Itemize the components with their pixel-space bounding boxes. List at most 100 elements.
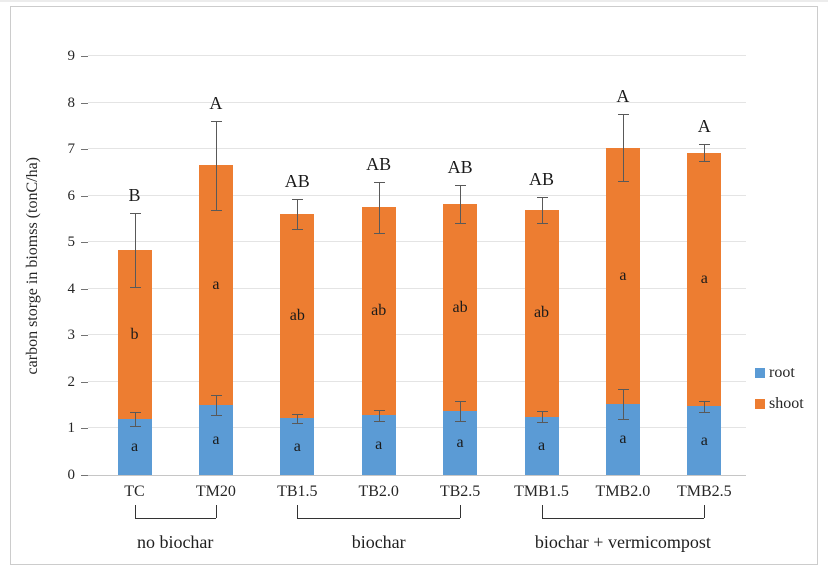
gridline-4 [88,287,746,289]
group-label-1: biochar [351,532,406,552]
root-error-cap-bottom-TM20 [210,415,222,417]
y-tick-mark-5 [81,242,88,244]
bar-segment-shoot-TMB1.5 [524,209,559,417]
root-error-cap-bottom-TC [129,426,141,428]
shoot-letter-TC: b [130,325,139,343]
gridline-9 [88,55,746,56]
x-tick-label-TMB2.5: TMB2.5 [676,483,732,500]
bar-segment-shoot-TMB2.0 [605,147,640,404]
shoot-letter-TB2.5: ab [452,298,468,316]
root-error-cap-top-TMB2.0 [617,388,629,390]
y-tick-label-6: 6 [67,187,76,204]
group-bracket-2 [541,518,705,519]
y-tick-mark-4 [81,288,88,290]
y-tick-mark-8 [81,102,88,104]
group-bracket-left-end-1 [297,505,299,518]
root-error-cap-bottom-TMB2.5 [699,411,711,413]
y-axis-title-text: carbon storge in biomss (tonC/ha) [24,156,41,375]
legend-item-root: root [755,364,804,382]
root-error-cap-top-TM20 [210,394,222,396]
root-error-cap-bottom-TB2.5 [455,421,467,423]
significance-letter-TMB2.0: A [616,86,630,107]
total-error-cap-top-TMB2.0 [617,114,629,116]
shoot-letter-TMB1.5: ab [533,304,550,322]
y-tick-label-1: 1 [67,420,76,437]
total-error-cap-bottom-TC [129,287,141,289]
legend-swatch-root [755,368,765,378]
root-letter-TB2.0: a [375,436,383,454]
bar-segment-shoot-TB2.0 [361,207,396,416]
root-letter-TMB1.5: a [537,436,546,454]
total-error-cap-top-TMB2.5 [699,144,711,146]
x-tick-label-TB2.5: TB2.5 [439,483,481,500]
root-error-cap-top-TC [129,412,141,414]
significance-letter-TB1.5: AB [284,171,310,192]
root-error-cap-top-TB2.5 [455,400,467,402]
x-tick-label-TMB2.0: TMB2.0 [595,483,651,500]
y-tick-mark-1 [81,428,88,430]
root-error-bar-TB1.5 [297,413,299,423]
legend: root shoot [755,364,804,426]
gridline-7 [88,148,746,150]
root-error-bar-TM20 [215,394,217,416]
significance-letter-TC: B [128,184,141,205]
total-error-cap-top-TB1.5 [292,199,304,201]
total-error-cap-bottom-TB2.5 [455,222,467,224]
y-tick-mark-6 [81,195,88,197]
shoot-letter-TB1.5: ab [289,307,305,325]
root-error-cap-bottom-TMB1.5 [536,422,548,424]
root-error-cap-top-TB1.5 [292,413,304,415]
root-error-bar-TMB1.5 [541,411,543,423]
y-tick-label-4: 4 [67,280,76,297]
bar-segment-root-TB2.0 [361,415,396,475]
y-tick-label-2: 2 [67,373,76,390]
group-bracket-left-end-0 [134,505,136,518]
significance-letter-TMB1.5: AB [528,168,554,189]
total-error-bar-TC [134,212,136,288]
total-error-cap-top-TC [129,212,141,214]
total-error-cap-top-TB2.5 [455,185,467,187]
y-tick-mark-0 [81,475,88,476]
y-tick-label-5: 5 [67,234,76,251]
y-axis-title: carbon storge in biomss (tonC/ha) [21,56,45,475]
gridline-6 [88,194,746,196]
shoot-letter-TM20: a [212,276,220,294]
root-letter-TB2.5: a [456,434,464,452]
shoot-letter-TMB2.5: a [700,270,708,288]
bar-segment-shoot-TMB2.5 [687,152,722,407]
total-error-cap-bottom-TMB2.5 [699,161,711,163]
significance-letter-TM20: A [209,93,223,114]
x-tick-label-TM20: TM20 [195,483,236,500]
total-error-cap-top-TM20 [210,121,222,123]
bar-segment-root-TB1.5 [280,418,315,475]
bar-segment-shoot-TB2.5 [443,204,478,412]
x-tick-label-TMB1.5: TMB1.5 [514,483,569,500]
root-error-cap-top-TMB1.5 [536,411,548,413]
root-letter-TM20: a [212,431,220,449]
total-error-bar-TMB1.5 [541,196,543,223]
gridline-8 [88,101,746,103]
root-letter-TC: a [130,438,139,456]
y-tick-mark-9 [81,56,88,57]
y-tick-mark-2 [81,381,88,383]
y-tick-mark-3 [81,335,88,337]
root-letter-TB1.5: a [293,437,301,455]
root-error-cap-bottom-TB2.0 [373,420,385,422]
significance-letter-TB2.5: AB [447,157,473,178]
legend-item-shoot: shoot [755,395,804,413]
y-tick-mark-7 [81,149,88,151]
root-error-bar-TMB2.0 [622,388,624,419]
total-error-cap-bottom-TB1.5 [292,229,304,231]
total-error-bar-TB1.5 [297,199,299,230]
gridline-2 [88,380,746,382]
y-tick-label-7: 7 [67,141,76,158]
root-error-cap-top-TMB2.5 [699,400,711,402]
x-tick-label-TB1.5: TB1.5 [277,483,318,500]
group-bracket-right-end-1 [460,505,462,518]
shoot-letter-TMB2.0: a [619,266,627,284]
group-label-2: biochar + vermicompost [534,532,711,552]
group-bracket-left-end-2 [541,505,543,518]
total-error-bar-TM20 [215,121,217,210]
screen-edge [0,0,828,2]
